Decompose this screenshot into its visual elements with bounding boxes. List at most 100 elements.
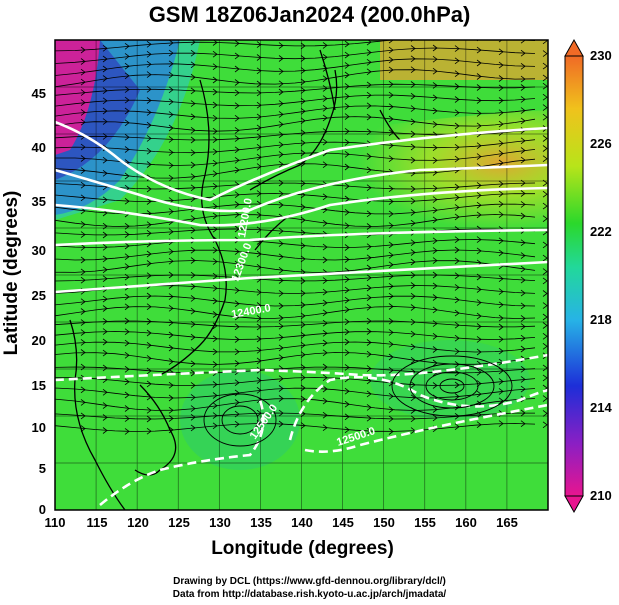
wind-arrow	[432, 257, 438, 264]
wind-arrow	[234, 102, 240, 110]
wind-arrow	[344, 426, 350, 434]
wind-arrow	[124, 317, 130, 325]
wind-arrow	[366, 390, 372, 398]
wind-arrow	[168, 149, 174, 156]
wind-arrow	[102, 107, 108, 115]
wind-arrow	[300, 364, 306, 371]
streamline	[55, 203, 536, 215]
wind-arrow	[542, 241, 548, 249]
wind-arrow	[102, 275, 108, 283]
wind-arrow	[476, 390, 482, 398]
wind-arrow	[256, 357, 262, 365]
wind-arrow	[388, 80, 394, 88]
wind-arrow	[542, 82, 548, 90]
wind-arrow	[124, 96, 130, 104]
wind-arrow	[234, 300, 240, 308]
streamline	[55, 139, 536, 154]
wind-arrow	[146, 303, 152, 311]
wind-arrow	[454, 96, 460, 103]
wind-arrow	[146, 40, 152, 48]
wind-arrow	[146, 147, 152, 155]
streamline	[55, 69, 536, 88]
wind-arrow	[388, 241, 394, 249]
wind-arrow	[102, 222, 108, 230]
wind-arrow	[410, 356, 416, 364]
wind-arrow	[300, 242, 306, 250]
y-tick-10: 10	[31, 420, 46, 435]
wind-arrow	[278, 160, 284, 168]
wind-arrow	[146, 198, 152, 205]
y-tick-45: 45	[31, 86, 46, 101]
wind-arrow	[168, 40, 174, 47]
wind-arrow	[212, 381, 218, 388]
x-tick-135: 135	[250, 515, 272, 530]
wind-arrow	[80, 308, 86, 315]
wind-arrow	[124, 428, 130, 435]
wind-arrow	[278, 100, 284, 107]
wind-arrow	[388, 406, 394, 414]
wind-arrow	[80, 109, 86, 116]
wind-arrow	[432, 271, 438, 279]
wind-arrow	[344, 413, 350, 421]
wind-arrow	[300, 229, 306, 237]
wind-arrow	[366, 210, 372, 218]
wind-arrow	[256, 409, 262, 417]
wind-arrow	[498, 109, 504, 117]
wind-arrow	[300, 129, 306, 137]
wind-arrow	[520, 385, 526, 393]
wind-arrow	[410, 394, 416, 402]
wind-arrow	[146, 185, 152, 193]
wind-arrow	[124, 86, 130, 93]
wind-arrow	[388, 317, 394, 325]
wind-arrow	[234, 211, 240, 218]
wind-arrow	[344, 113, 350, 120]
wind-arrow	[542, 74, 548, 82]
wind-arrow	[256, 163, 262, 170]
wind-arrow	[520, 239, 526, 247]
wind-arrow	[102, 44, 108, 52]
wind-arrow	[520, 107, 526, 114]
wind-arrow	[432, 121, 438, 128]
wind-arrow	[476, 201, 482, 209]
wind-arrow	[432, 216, 438, 224]
wind-arrow	[124, 303, 130, 311]
wind-arrow	[300, 301, 306, 309]
wind-arrow	[190, 307, 196, 315]
wind-arrow	[102, 388, 108, 396]
x-tick-140: 140	[291, 515, 313, 530]
wind-arrow	[234, 127, 240, 134]
wind-arrow	[124, 172, 130, 180]
wind-arrow	[234, 420, 240, 428]
wind-arrow	[542, 179, 548, 187]
wind-arrow	[344, 256, 350, 263]
wind-arrow	[388, 353, 394, 361]
wind-arrow	[388, 366, 394, 374]
wind-arrow	[344, 338, 350, 346]
wind-arrow	[168, 257, 174, 265]
wind-arrow	[278, 334, 284, 341]
wind-arrow	[322, 256, 328, 264]
wind-arrow	[102, 364, 108, 372]
wind-arrow	[454, 236, 460, 244]
colorbar-tick-218: 218	[590, 312, 612, 327]
wind-arrow	[80, 143, 86, 151]
wind-arrow	[322, 53, 328, 61]
wind-arrow	[520, 420, 526, 428]
x-tick-125: 125	[168, 515, 190, 530]
y-tick-40: 40	[31, 140, 46, 155]
wind-arrow	[344, 51, 350, 59]
wind-arrow	[212, 136, 218, 144]
wind-arrow	[454, 155, 460, 163]
wind-arrow	[212, 127, 218, 135]
wind-arrow	[520, 190, 526, 197]
wind-arrow	[146, 329, 152, 337]
wind-arrow	[278, 290, 284, 297]
wind-arrow	[124, 253, 130, 261]
wind-arrow	[388, 185, 394, 193]
wind-arrow	[476, 286, 482, 293]
colorbar-tick-210: 210	[590, 488, 612, 503]
colorbar-bottom-arrow	[564, 495, 584, 514]
wind-arrow	[410, 118, 416, 126]
wind-arrow	[80, 412, 86, 420]
wind-arrow	[212, 246, 218, 254]
